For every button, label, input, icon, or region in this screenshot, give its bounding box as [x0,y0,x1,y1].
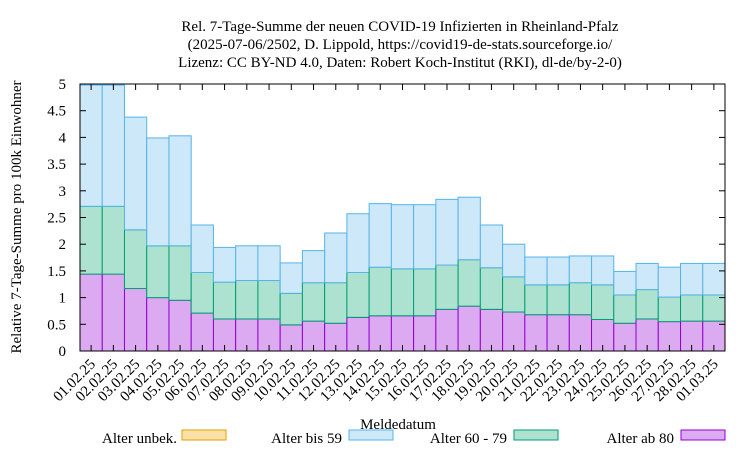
legend-label: Alter ab 80 [607,431,674,447]
bar-segment-alter-60-79-5 [190,272,214,314]
bar-segment-alter-bis-59-21 [546,256,570,286]
bar-segment-alter-ab-80-18 [479,308,504,352]
bar-segment-alter-60-79-9 [279,292,303,326]
bar-segment-alter-60-79-3 [146,245,170,299]
legend-swatch [513,429,559,441]
bar-segment-alter-60-79-25 [635,289,659,320]
y-tick-label: 5 [59,77,67,93]
bar-segment-alter-60-79-18 [479,267,504,310]
bar-segment-alter-60-79-2 [123,229,148,290]
bars-layer [79,84,726,352]
bar-segment-alter-60-79-6 [212,281,237,320]
bar-segment-alter-bis-59-12 [346,213,370,273]
bar-segment-alter-ab-80-2 [123,288,148,352]
chart-title-line-2: (2025-07-06/2502, D. Lippold, https://co… [188,37,613,53]
bar-segment-alter-bis-59-18 [479,224,504,269]
bar-segment-alter-bis-59-15 [413,204,437,270]
bar-segment-alter-bis-59-26 [657,266,682,298]
bar-segment-alter-bis-59-0 [79,84,103,207]
legend-swatch [181,429,227,441]
bar-segment-alter-ab-80-0 [79,273,103,352]
legend-label: Alter 60 - 79 [430,431,507,447]
legend: Alter unbek. Alter bis 59 Alter 60 - 79 Alt… [102,429,726,447]
y-tick-label: 2 [59,237,67,253]
bar-segment-alter-60-79-26 [657,296,682,323]
chart-title-line-1: Rel. 7-Tage-Summe der neuen COVID-19 Inf… [181,19,618,35]
bar-segment-alter-60-79-22 [568,282,593,316]
bar-segment-alter-bis-59-14 [390,204,415,270]
bar-segment-alter-ab-80-3 [146,297,170,352]
bar-segment-alter-bis-59-17 [457,196,481,261]
bar-segment-alter-60-79-13 [368,266,392,317]
bar-segment-alter-ab-80-16 [435,308,459,352]
legend-swatch [348,429,394,441]
bar-segment-alter-60-79-27 [680,294,704,322]
bar-segment-alter-bis-59-7 [235,245,259,282]
bar-segment-alter-bis-59-23 [591,255,615,286]
bar-segment-alter-bis-59-13 [368,203,392,268]
bar-segment-alter-60-79-20 [524,284,548,316]
x-axis-label: Meldedatum [360,417,436,433]
bar-segment-alter-60-79-4 [168,245,192,301]
bar-segment-alter-bis-59-19 [502,243,526,278]
bar-segment-alter-bis-59-16 [435,198,459,266]
y-tick-label: 4.5 [47,104,66,120]
bar-segment-alter-bis-59-24 [613,270,637,296]
bar-segment-alter-60-79-15 [413,268,437,317]
legend-label: Alter bis 59 [271,431,342,447]
y-tick-label: 3 [59,184,67,200]
bar-segment-alter-60-79-19 [502,276,526,313]
bar-segment-alter-60-79-0 [79,205,103,275]
y-tick-label: 2.5 [47,211,66,227]
bar-segment-alter-bis-59-28 [702,262,726,296]
bar-segment-alter-bis-59-5 [190,224,214,274]
bar-segment-alter-ab-80-4 [168,299,192,352]
bar-segment-alter-bis-59-20 [524,256,548,286]
y-axis-label: Relative 7-Tage-Summe pro 100k Einwohner [9,80,25,353]
bar-segment-alter-bis-59-8 [257,245,281,282]
legend-label: Alter unbek. [102,431,177,447]
y-axis-ticks: 0 0.5 1 1.5 2 2.5 3 3.5 4 4.5 5 [47,77,725,360]
bar-segment-alter-60-79-28 [702,294,726,322]
y-tick-label: 1 [59,291,67,307]
bar-segment-alter-bis-59-3 [146,137,170,247]
bar-segment-alter-60-79-1 [101,205,125,275]
bar-segment-alter-60-79-12 [346,272,370,318]
y-tick-label: 0.5 [47,317,66,333]
chart-title: Rel. 7-Tage-Summe der neuen COVID-19 Inf… [178,19,622,71]
bar-segment-alter-bis-59-10 [301,250,326,284]
bar-segment-alter-bis-59-25 [635,262,659,291]
bar-segment-alter-bis-59-11 [324,232,348,284]
chart-title-line-3: Lizenz: CC BY-ND 4.0, Daten: Robert Koch… [178,55,622,71]
y-tick-label: 3.5 [47,157,66,173]
bar-segment-alter-60-79-17 [457,259,481,307]
y-tick-label: 4 [59,130,67,146]
bar-segment-alter-bis-59-2 [123,116,148,231]
bar-segment-alter-bis-59-9 [279,262,303,294]
bar-segment-alter-bis-59-6 [212,246,237,283]
bar-segment-alter-ab-80-1 [101,273,125,352]
y-tick-label: 1.5 [47,264,66,280]
y-tick-label: 0 [59,344,67,360]
legend-swatch [680,429,726,441]
bar-segment-alter-ab-80-17 [457,305,481,352]
bar-segment-alter-60-79-8 [257,280,281,320]
bar-segment-alter-60-79-23 [591,284,615,320]
bar-segment-alter-60-79-21 [546,284,570,316]
bar-segment-alter-bis-59-1 [101,84,125,207]
bar-segment-alter-60-79-16 [435,264,459,310]
bar-segment-alter-60-79-7 [235,280,259,320]
bar-segment-alter-bis-59-27 [680,262,704,296]
bar-segment-alter-bis-59-4 [168,135,192,247]
bar-segment-alter-60-79-11 [324,282,348,324]
bar-segment-alter-bis-59-22 [568,255,593,284]
bar-segment-alter-60-79-24 [613,294,637,324]
bar-segment-alter-60-79-14 [390,268,415,317]
bar-segment-alter-60-79-10 [301,282,326,322]
